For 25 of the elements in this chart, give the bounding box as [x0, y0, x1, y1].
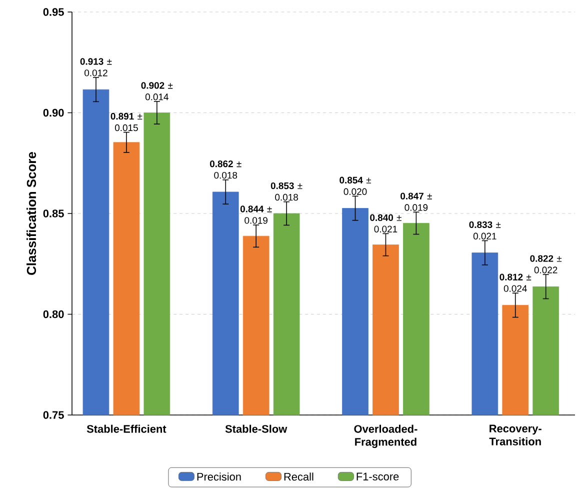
data-label: 0.812 ± 0.024 [500, 274, 532, 292]
x-tick-label: Stable-Slow [225, 424, 288, 433]
data-label: 0.844 ± 0.019 [240, 206, 272, 224]
legend-label: Recall [284, 472, 314, 481]
y-tick-label: 0.85 [43, 210, 64, 218]
x-tick-label: Stable-Efficient [86, 424, 166, 433]
data-label: 0.833 ± 0.021 [469, 221, 501, 240]
data-label: 0.822 ± 0.022 [530, 255, 562, 274]
data-label: 0.854 ± 0.020 [340, 176, 371, 195]
y-tick-label: 0.75 [43, 411, 64, 419]
data-label: 0.853 ± 0.018 [270, 182, 302, 201]
data-label: 0.913 ± 0.012 [80, 58, 112, 76]
data-label: 0.891 ± 0.015 [110, 112, 142, 132]
data-label: 0.862 ± 0.018 [210, 160, 242, 179]
x-tick-label: Recovery-Transition [489, 424, 542, 446]
x-tick-label: Overloaded-Fragmented [354, 424, 418, 448]
y-tick-label: 0.80 [43, 310, 64, 318]
y-tick-label: 0.95 [43, 8, 64, 16]
y-axis-title: Classification Score [26, 152, 36, 275]
data-label: 0.902 ± 0.014 [141, 82, 173, 100]
data-label: 0.847 ± 0.019 [400, 192, 432, 211]
data-label: 0.840 ± 0.021 [370, 214, 402, 232]
legend-label: Precision [197, 472, 241, 481]
y-tick-label: 0.90 [43, 108, 64, 117]
legend-label: F1-score [356, 472, 399, 480]
